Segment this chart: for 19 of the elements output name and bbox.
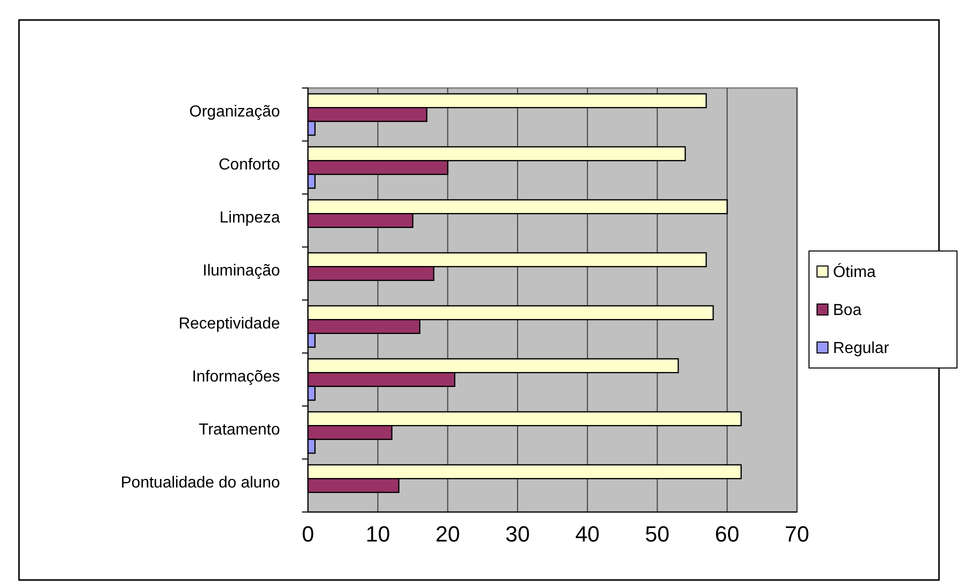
x-tick-label: 70	[784, 522, 810, 547]
legend-label: Ótima	[833, 263, 876, 281]
x-tick-label: 30	[505, 522, 530, 547]
y-tick-label: Limpeza	[220, 210, 280, 226]
x-tick-label: 10	[366, 522, 390, 547]
x-tick-label: 60	[714, 522, 740, 547]
y-tick-label: Organização	[189, 104, 280, 120]
x-tick-label: 20	[435, 522, 460, 547]
y-tick-label: Receptividade	[178, 316, 280, 332]
x-tick-label: 50	[645, 522, 670, 547]
y-tick-label: Tratamento	[198, 422, 280, 438]
x-tick-label: 0	[302, 522, 314, 547]
legend-label: Regular	[833, 340, 890, 357]
y-tick-label: Informações	[192, 368, 280, 386]
legend-label: Boa	[833, 302, 862, 319]
y-tick-label: Pontualidade do aluno	[120, 474, 280, 492]
y-tick-label: Iluminação	[202, 262, 280, 280]
y-tick-label: Conforto	[218, 156, 280, 174]
x-tick-label: 40	[575, 522, 600, 547]
